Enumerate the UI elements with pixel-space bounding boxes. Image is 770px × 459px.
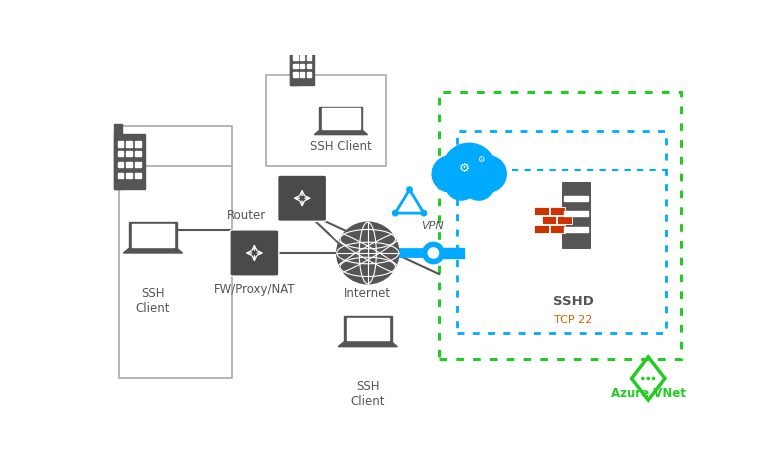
Polygon shape [293, 48, 297, 52]
Polygon shape [534, 207, 549, 215]
Polygon shape [126, 162, 132, 167]
Polygon shape [118, 162, 123, 167]
Polygon shape [306, 73, 311, 77]
Polygon shape [118, 173, 123, 178]
Ellipse shape [336, 222, 399, 284]
Ellipse shape [407, 187, 412, 192]
Polygon shape [135, 173, 141, 178]
Ellipse shape [652, 377, 654, 380]
Polygon shape [557, 216, 572, 224]
Polygon shape [129, 222, 177, 248]
Polygon shape [293, 64, 297, 68]
Polygon shape [290, 35, 297, 85]
Ellipse shape [421, 210, 427, 216]
FancyBboxPatch shape [230, 230, 279, 276]
Text: ⚙: ⚙ [477, 155, 485, 164]
Polygon shape [564, 227, 588, 232]
Ellipse shape [647, 377, 649, 380]
Text: SSH
Client: SSH Client [136, 286, 170, 314]
Polygon shape [126, 173, 132, 178]
Polygon shape [300, 55, 304, 60]
FancyBboxPatch shape [278, 175, 326, 221]
Ellipse shape [432, 156, 469, 192]
Polygon shape [126, 141, 132, 147]
Ellipse shape [393, 210, 398, 216]
Text: Azure VNet: Azure VNet [611, 386, 686, 400]
Polygon shape [293, 73, 297, 77]
Ellipse shape [470, 156, 507, 192]
Polygon shape [135, 162, 141, 167]
Ellipse shape [423, 242, 444, 263]
Polygon shape [306, 64, 311, 68]
Polygon shape [541, 216, 556, 224]
Polygon shape [123, 248, 182, 253]
Polygon shape [135, 151, 141, 156]
Polygon shape [290, 42, 314, 85]
Polygon shape [132, 224, 174, 246]
Polygon shape [338, 342, 397, 347]
Polygon shape [113, 124, 122, 190]
Polygon shape [534, 225, 549, 233]
Polygon shape [320, 107, 363, 130]
Polygon shape [300, 73, 304, 77]
Ellipse shape [642, 377, 644, 380]
Polygon shape [306, 48, 311, 52]
Text: VPN: VPN [421, 221, 444, 231]
Polygon shape [118, 151, 123, 156]
Text: TCP 22: TCP 22 [554, 315, 593, 325]
Polygon shape [300, 48, 304, 52]
Polygon shape [135, 141, 141, 147]
Polygon shape [118, 141, 123, 147]
Polygon shape [550, 225, 565, 233]
Polygon shape [550, 207, 565, 215]
Polygon shape [443, 248, 464, 258]
Text: SSH
Client: SSH Client [350, 380, 385, 408]
Polygon shape [306, 55, 311, 60]
Ellipse shape [442, 143, 496, 196]
Polygon shape [113, 134, 145, 190]
Polygon shape [564, 211, 588, 216]
Ellipse shape [463, 169, 494, 200]
Text: Router: Router [227, 209, 266, 223]
Text: SSHD: SSHD [553, 296, 594, 308]
Polygon shape [293, 55, 297, 60]
Polygon shape [300, 64, 304, 68]
Polygon shape [314, 130, 367, 134]
Text: ⚙: ⚙ [459, 162, 470, 175]
Text: Internet: Internet [344, 286, 391, 300]
Polygon shape [322, 108, 360, 129]
Polygon shape [346, 318, 389, 340]
Ellipse shape [446, 169, 477, 200]
Polygon shape [344, 316, 392, 342]
Polygon shape [564, 196, 588, 201]
Text: SSH Client: SSH Client [310, 140, 372, 153]
Polygon shape [126, 151, 132, 156]
Text: FW/Proxy/NAT: FW/Proxy/NAT [213, 283, 295, 296]
Polygon shape [562, 183, 590, 248]
Ellipse shape [428, 248, 439, 258]
